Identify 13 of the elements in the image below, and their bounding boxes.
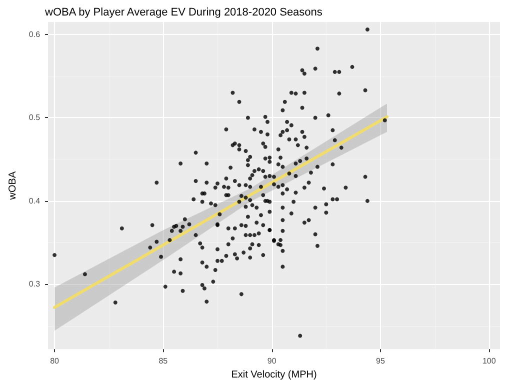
y-tick-label: 0.4 bbox=[28, 196, 41, 206]
x-tick-label: 90 bbox=[267, 356, 277, 366]
y-tick-label: 0.6 bbox=[28, 30, 41, 39]
x-axis-title: Exit Velocity (MPH) bbox=[231, 370, 317, 380]
chart-title: wOBA by Player Average EV During 2018-2020 Seasons bbox=[44, 6, 323, 18]
x-tick-label: 80 bbox=[50, 356, 60, 366]
y-axis-title: wOBA bbox=[8, 171, 18, 201]
line-series bbox=[53, 115, 389, 309]
y-tick-label: 0.5 bbox=[28, 113, 41, 122]
x-tick-label: 95 bbox=[376, 356, 386, 366]
x-tick-label: 85 bbox=[158, 356, 168, 366]
x-tick-label: 100 bbox=[482, 356, 496, 366]
y-tick-label: 0.3 bbox=[28, 280, 41, 289]
